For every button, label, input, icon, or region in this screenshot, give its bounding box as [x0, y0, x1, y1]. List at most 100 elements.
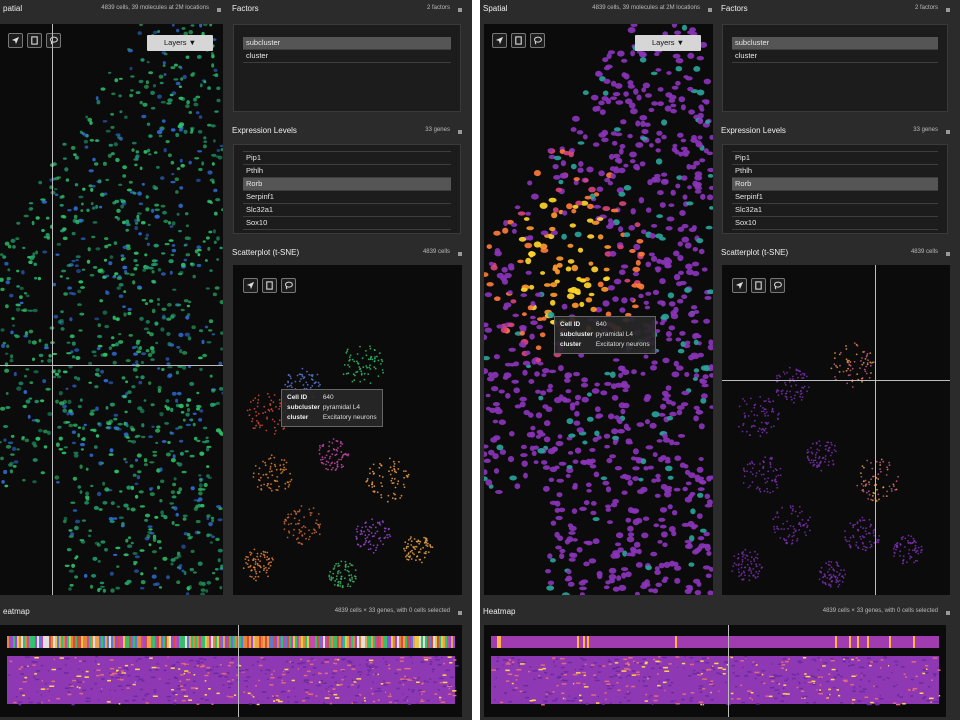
gene-item-pthlh[interactable]: Pthlh — [732, 165, 938, 178]
crosshair-vertical — [238, 625, 239, 717]
factor-item-cluster[interactable]: cluster — [732, 50, 938, 63]
scatterplot-canvas[interactable] — [233, 265, 462, 595]
layers-dropdown[interactable]: Layers ▼ — [635, 35, 701, 51]
spatial-info: 4839 cells, 39 molecules at 2M locations — [101, 5, 209, 11]
expression-title: Expression Levels — [721, 126, 786, 135]
spatial-tools — [492, 33, 545, 48]
gene-list[interactable]: Pip1 Pthlh Rorb Serpinf1 Slc32a1 Sox10 — [722, 144, 948, 234]
crosshair-horizontal — [0, 365, 223, 366]
close-icon[interactable] — [458, 8, 462, 12]
close-icon[interactable] — [458, 611, 462, 615]
factors-panel: Factors 2 factors subcluster cluster — [718, 0, 954, 120]
lasso-icon[interactable] — [281, 278, 296, 293]
heatmap-panel: Heatmap 4839 cells × 33 genes, with 0 ce… — [480, 603, 954, 720]
tissue-cells-layer — [0, 24, 223, 595]
factors-info: 2 factors — [426, 5, 450, 11]
factor-item-subcluster[interactable]: subcluster — [732, 37, 938, 50]
close-icon[interactable] — [458, 252, 462, 256]
heatmap-panel: eatmap 4839 cells × 33 genes, with 0 cel… — [0, 603, 466, 720]
tooltip-value: Excitatory neurons — [322, 414, 377, 421]
expression-title: Expression Levels — [232, 126, 297, 135]
gene-item-partial — [243, 147, 451, 152]
tooltip-value: 640 — [322, 394, 334, 401]
lasso-icon[interactable] — [46, 33, 61, 48]
scatter-points-layer — [242, 345, 434, 589]
scatterplot-view[interactable]: Cell ID 640 subcluster pyramidal L4 clus… — [233, 265, 462, 595]
close-icon[interactable] — [458, 130, 462, 134]
spatial-canvas[interactable] — [484, 24, 713, 595]
heatmap-view[interactable] — [0, 625, 462, 717]
heatmap-canvas[interactable] — [0, 625, 462, 717]
factors-panel: Factors 2 factors subcluster cluster — [229, 0, 466, 120]
gene-item-rorb[interactable]: Rorb — [732, 178, 938, 191]
lasso-icon[interactable] — [530, 33, 545, 48]
spatial-title: patial — [3, 4, 23, 13]
spatial-tools — [8, 33, 61, 48]
factors-info: 2 factors — [914, 5, 938, 11]
factor-item-subcluster[interactable]: subcluster — [243, 37, 451, 50]
cell-tooltip: Cell ID 640 subcluster pyramidal L4 clus… — [281, 389, 383, 427]
select-rectangle-icon[interactable] — [511, 33, 526, 48]
heatmap-info: 4839 cells × 33 genes, with 0 cells sele… — [822, 608, 938, 614]
scatterplot-info: 4839 cells — [422, 249, 450, 255]
gene-item-pip1[interactable]: Pip1 — [732, 152, 938, 165]
lasso-icon[interactable] — [770, 278, 785, 293]
tooltip-key: Cell ID — [287, 394, 308, 401]
select-rectangle-icon[interactable] — [262, 278, 277, 293]
gene-list[interactable]: Pip1 Pthlh Rorb Serpinf1 Slc32a1 Sox10 — [233, 144, 461, 234]
heatmap-canvas[interactable] — [484, 625, 946, 717]
factor-item-cluster[interactable]: cluster — [243, 50, 451, 63]
crosshair-vertical — [875, 265, 876, 595]
close-icon[interactable] — [217, 8, 221, 12]
scatterplot-info: 4839 cells — [910, 249, 938, 255]
close-icon[interactable] — [708, 8, 712, 12]
tissue-cells-layer — [484, 24, 713, 595]
cell-tooltip: Cell ID 640 subcluster pyramidal L4 clus… — [554, 316, 656, 354]
gene-item-serpinf1[interactable]: Serpinf1 — [243, 191, 451, 204]
close-icon[interactable] — [946, 130, 950, 134]
tooltip-key: cluster — [287, 414, 309, 421]
scatterplot-tools — [243, 278, 296, 293]
close-icon[interactable] — [946, 252, 950, 256]
scatterplot-title: Scatterplot (t-SNE) — [721, 248, 789, 257]
scatterplot-canvas[interactable] — [722, 265, 950, 595]
close-icon[interactable] — [946, 611, 950, 615]
heatmap-view[interactable] — [484, 625, 946, 717]
right-screen: Spatial 4839 cells, 39 molecules at 2M l… — [480, 0, 960, 720]
spatial-view[interactable]: Layers ▼ — [0, 24, 223, 595]
factors-list: subcluster cluster — [722, 24, 948, 112]
pointer-icon[interactable] — [8, 33, 23, 48]
gene-item-pip1[interactable]: Pip1 — [243, 152, 451, 165]
tooltip-value: pyramidal L4 — [595, 331, 634, 338]
gene-item-slc32a1[interactable]: Slc32a1 — [732, 204, 938, 217]
scatterplot-view[interactable] — [722, 265, 950, 595]
tooltip-key: cluster — [560, 341, 582, 348]
spatial-info: 4839 cells, 39 molecules at 2M locations — [592, 5, 700, 11]
gene-item-serpinf1[interactable]: Serpinf1 — [732, 191, 938, 204]
spatial-canvas[interactable] — [0, 24, 223, 595]
spatial-panel: patial 4839 cells, 39 molecules at 2M lo… — [0, 0, 225, 600]
heatmap-info: 4839 cells × 33 genes, with 0 cells sele… — [334, 608, 450, 614]
factors-title: Factors — [721, 4, 748, 13]
gene-item-pthlh[interactable]: Pthlh — [243, 165, 451, 178]
pointer-icon[interactable] — [243, 278, 258, 293]
spatial-panel: Spatial 4839 cells, 39 molecules at 2M l… — [480, 0, 716, 600]
pointer-icon[interactable] — [492, 33, 507, 48]
select-rectangle-icon[interactable] — [751, 278, 766, 293]
expression-panel: Expression Levels 33 genes Pip1 Pthlh Ro… — [229, 122, 466, 242]
heatmap-cells-layer — [491, 636, 941, 706]
close-icon[interactable] — [946, 8, 950, 12]
pointer-icon[interactable] — [732, 278, 747, 293]
spatial-title: Spatial — [483, 4, 508, 13]
gene-item-rorb[interactable]: Rorb — [243, 178, 451, 191]
gene-item-slc32a1[interactable]: Slc32a1 — [243, 204, 451, 217]
tooltip-key: Cell ID — [560, 321, 581, 328]
tooltip-value: pyramidal L4 — [322, 404, 361, 411]
factors-list: subcluster cluster — [233, 24, 461, 112]
scatterplot-panel: Scatterplot (t-SNE) 4839 cells — [718, 244, 954, 600]
select-rectangle-icon[interactable] — [27, 33, 42, 48]
layers-dropdown[interactable]: Layers ▼ — [147, 35, 213, 51]
spatial-view[interactable]: Layers ▼ Cell ID 640 subcluster pyramida… — [484, 24, 713, 595]
gene-item-sox10[interactable]: Sox10 — [243, 217, 451, 230]
gene-item-sox10[interactable]: Sox10 — [732, 217, 938, 230]
